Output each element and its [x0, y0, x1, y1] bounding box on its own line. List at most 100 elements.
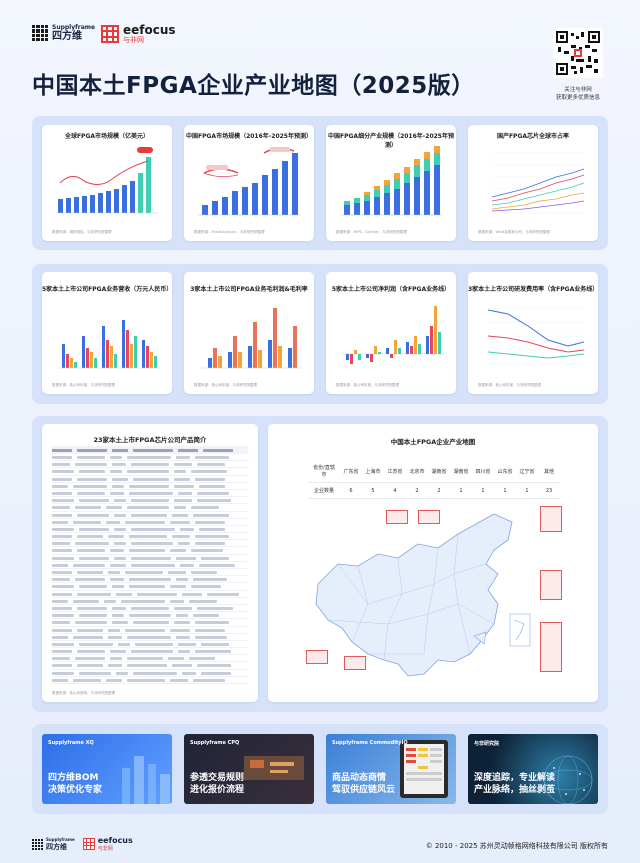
table-row: [52, 598, 248, 605]
table-row: [52, 476, 248, 483]
tablet-dashboard-icon: [400, 740, 448, 798]
count-cell: 1: [472, 482, 494, 499]
province-cell: 北京市: [406, 460, 428, 483]
table-row: [52, 468, 248, 476]
header: Supplyframe 四方维 eefocus 与非网 中国本土FPGA企业产业…: [0, 0, 640, 112]
province-tag-liaoning[interactable]: [418, 510, 440, 524]
supplyframe-logo[interactable]: Supplyframe 四方维: [32, 24, 95, 42]
product-table-card[interactable]: 23家本土上市FPGA芯片公司产品简介 数据来源：各公: [42, 424, 258, 702]
table-row: [52, 555, 248, 562]
table-row: [52, 662, 248, 670]
count-cell: 6: [340, 482, 362, 499]
table-row: [52, 547, 248, 555]
chart-source: 数据来源：调研报告，与非研究院整理: [52, 230, 112, 234]
table-row: [52, 504, 248, 512]
province-cell: 江苏省: [384, 460, 406, 483]
chart-segment-stacked: [340, 146, 442, 216]
footer-supplyframe-logo[interactable]: Supplyframe 四方维: [32, 837, 75, 852]
chart-rd-lines: [487, 307, 585, 365]
table-row: [52, 619, 248, 627]
promo-card-research[interactable]: 与非研究院 深度追踪，专业解读 产业脉络，抽丝剥茧: [468, 734, 598, 804]
promo-card-commodity[interactable]: Supplyframe CommodityIQ 商品动态商情 驾驭供应链风云: [326, 734, 456, 804]
table-row: [52, 655, 248, 663]
table-row: [52, 591, 248, 598]
chart-title: 5家本土上市公司净利润（含FPGA业务线）: [331, 286, 451, 293]
province-row: 省份/直辖市 广东省 上海市 江苏省 北京市 湖南省 湖南省 四川省 山东省 辽…: [308, 460, 560, 483]
chart-margin-bars: [200, 308, 302, 369]
promo-brand: Supplyframe CPQ: [190, 740, 240, 746]
chart-source: 数据来源：各公司年报，与非研究院整理: [336, 383, 399, 387]
eefocus-mark-icon: [101, 25, 119, 43]
province-tag-sichuan[interactable]: [306, 650, 328, 664]
product-table-title: 23家本土上市FPGA芯片公司产品简介: [93, 436, 207, 444]
chart-card-gross-margin[interactable]: 3家本土上市公司FPGA业务毛利润&毛利率 数据来源：各公司年报，与非研究院整理: [184, 272, 314, 394]
promo-line2: 产业脉络，抽丝剥茧: [474, 785, 556, 795]
promo-line1: 商品动态商情: [332, 773, 387, 783]
chart-source: 数据来源：各公司年报，与非研究院整理: [52, 383, 115, 387]
promo-line1: 四方维BOM: [48, 773, 99, 783]
province-cell: 山东省: [494, 460, 516, 483]
province-tag-jiangsu[interactable]: [540, 570, 562, 600]
province-row-label: 省份/直辖市: [308, 460, 340, 483]
chart-card-global-share[interactable]: 国产FPGA芯片全球市占率 数据来源：Wind及各家公司，与非研究院整理: [468, 125, 598, 241]
logo1-name: 四方维: [52, 31, 82, 42]
province-tag-guangdong[interactable]: [540, 622, 562, 672]
promo-brand: Supplyframe XQ: [48, 740, 94, 746]
city-skyline-icon: [122, 756, 170, 804]
promo-line2: 驾驭供应链风云: [332, 785, 396, 795]
chart-title: 5家本土上市公司FPGA业务营收（万元人民币）: [42, 286, 173, 293]
province-tag-shanghai[interactable]: [540, 506, 562, 532]
province-tag-beijing[interactable]: [386, 510, 408, 524]
globe-network-icon: [543, 755, 593, 804]
eefocus-logo[interactable]: eefocus 与非网: [101, 24, 176, 44]
promo-card-bom[interactable]: Supplyframe XQ 四方维BOM 决策优化专家: [42, 734, 172, 804]
chart-card-revenue[interactable]: 5家本土上市公司FPGA业务营收（万元人民币） 数据来源：各公司年报，与非研究院…: [42, 272, 172, 394]
chart-card-global-fpga[interactable]: 全球FPGA市场规模（亿美元） 数据来源：调研报告，与非研究院整理: [42, 125, 172, 241]
table-row: [52, 454, 248, 462]
chart-title: 国产FPGA芯片全球市占率: [496, 133, 570, 140]
table-row: [52, 576, 248, 584]
chart-card-china-fpga[interactable]: 中国FPGA市场规模（2016年-2025年预测） 数据来源：Frost&Sul…: [184, 125, 314, 241]
chart-title: 3家本土上市公司研发费用率（含FPGA业务线）: [468, 286, 599, 293]
table-row: [52, 605, 248, 613]
qr-code-icon[interactable]: [553, 28, 603, 78]
province-cell: 辽宁省: [516, 460, 538, 483]
chart-share-lines: [491, 152, 585, 214]
chart-china-market: [198, 147, 300, 216]
chart-title: 全球FPGA市场规模（亿美元）: [64, 133, 150, 140]
table-row: [52, 670, 248, 677]
chart-global-market: [56, 147, 158, 214]
page-title: 中国本土FPGA企业产业地图（2025版）: [32, 73, 475, 99]
count-cell: 1: [494, 482, 516, 499]
province-tag-hunan[interactable]: [344, 656, 366, 670]
promo-line1: 深度追踪，专业解读: [474, 773, 556, 783]
chart-card-segment[interactable]: 中国FPGA细分产业规模（2016年-2025年预测） 数据来源：MIPS，Ga…: [326, 125, 456, 241]
table-row: [52, 490, 248, 498]
promo-text: 四方维BOM 决策优化专家: [48, 772, 102, 796]
chart-card-net-profit[interactable]: 5家本土上市公司净利润（含FPGA业务线） 数据来源：各公司年报，与非研究院整理: [326, 272, 456, 394]
eefocus-mark-icon: [82, 838, 95, 850]
table-row: [52, 569, 248, 577]
promo-text: 参透交易规则 进化报价流程: [190, 772, 244, 796]
footer-logos: Supplyframe 四方维 eefocus 与非网: [32, 836, 133, 852]
footer-logo1-name: 四方维: [46, 842, 67, 851]
chart-source: 数据来源：Frost&Sullivan，与非研究院整理: [194, 230, 265, 234]
chart-card-rd-ratio[interactable]: 3家本土上市公司研发费用率（含FPGA业务线） 数据来源：各公司年报，与非研究院…: [468, 272, 598, 394]
table-row: [52, 627, 248, 634]
table-row: [52, 519, 248, 526]
promo-card-cpq[interactable]: Supplyframe CPQ 参透交易规则 进化报价流程: [184, 734, 314, 804]
map-card[interactable]: 中国本土FPGA企业产业地图 省份/直辖市 广东省 上海市 江苏省 北京市 湖南…: [268, 424, 598, 702]
province-cell: 湖南省: [450, 460, 472, 483]
table-row: [52, 497, 248, 505]
table-row: [52, 641, 248, 649]
chart-source: 数据来源：Wind及各家公司，与非研究院整理: [478, 230, 550, 234]
table-row: [52, 526, 248, 534]
logo2-name: 与非网: [123, 36, 144, 44]
promo-text: 深度追踪，专业解读 产业脉络，抽丝剥茧: [474, 772, 555, 796]
table-row: [52, 634, 248, 641]
footer-eefocus-logo[interactable]: eefocus 与非网: [82, 836, 133, 852]
table-row: [52, 533, 248, 541]
supplyframe-grid-icon: [32, 25, 48, 41]
footer-logo2-name: 与非网: [97, 846, 113, 852]
promo-line1: 参透交易规则: [190, 773, 245, 783]
